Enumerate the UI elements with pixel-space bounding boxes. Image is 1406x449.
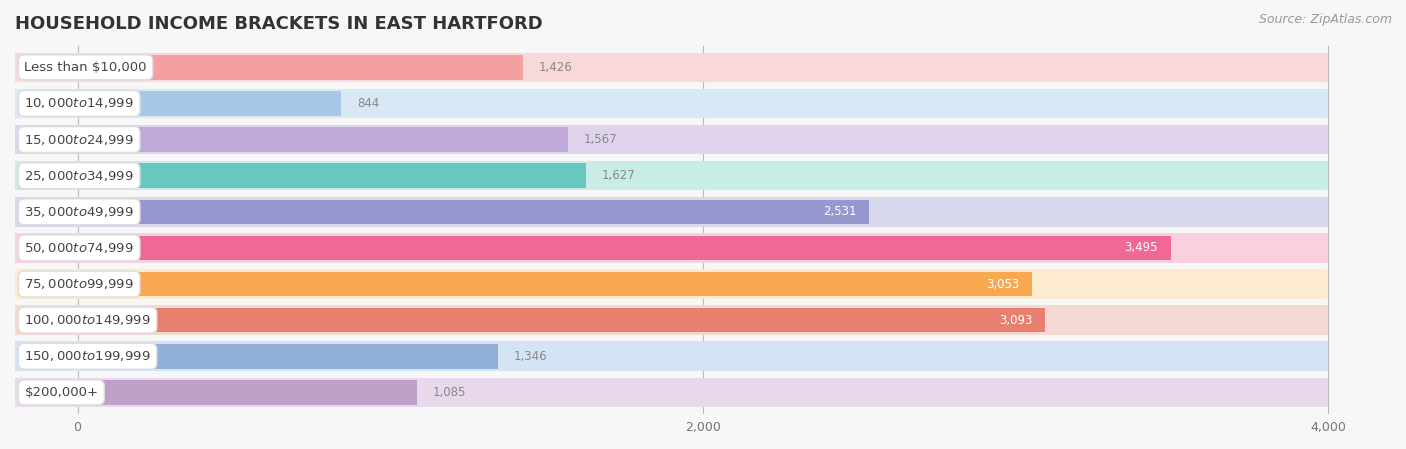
Text: HOUSEHOLD INCOME BRACKETS IN EAST HARTFORD: HOUSEHOLD INCOME BRACKETS IN EAST HARTFO…: [15, 15, 543, 33]
Bar: [15, 378, 1329, 407]
Text: $200,000+: $200,000+: [24, 386, 98, 399]
Bar: [15, 305, 1329, 335]
Text: $75,000 to $99,999: $75,000 to $99,999: [24, 277, 134, 291]
Bar: [15, 197, 1329, 227]
Text: 1,085: 1,085: [433, 386, 465, 399]
Text: 1,627: 1,627: [602, 169, 636, 182]
Text: 2,531: 2,531: [823, 205, 856, 218]
Text: $10,000 to $14,999: $10,000 to $14,999: [24, 97, 134, 110]
Bar: [77, 127, 568, 152]
Text: $35,000 to $49,999: $35,000 to $49,999: [24, 205, 134, 219]
Text: $50,000 to $74,999: $50,000 to $74,999: [24, 241, 134, 255]
Bar: [15, 88, 1329, 118]
Bar: [77, 380, 416, 405]
Text: 1,567: 1,567: [583, 133, 617, 146]
Bar: [15, 341, 1329, 371]
Bar: [77, 163, 586, 188]
Text: 1,346: 1,346: [515, 350, 548, 363]
Text: 3,093: 3,093: [998, 314, 1032, 327]
Text: 3,495: 3,495: [1125, 242, 1159, 255]
Bar: [77, 199, 869, 224]
Bar: [77, 91, 342, 116]
Bar: [15, 233, 1329, 263]
Text: $15,000 to $24,999: $15,000 to $24,999: [24, 132, 134, 146]
Bar: [77, 344, 499, 369]
Bar: [77, 308, 1045, 332]
Bar: [77, 55, 523, 79]
Text: 3,053: 3,053: [987, 277, 1019, 291]
Text: Source: ZipAtlas.com: Source: ZipAtlas.com: [1258, 13, 1392, 26]
Bar: [15, 269, 1329, 299]
Bar: [77, 272, 1032, 296]
Bar: [15, 53, 1329, 82]
Text: Less than $10,000: Less than $10,000: [24, 61, 146, 74]
Bar: [15, 125, 1329, 154]
Text: $150,000 to $199,999: $150,000 to $199,999: [24, 349, 150, 363]
Bar: [15, 161, 1329, 190]
Text: $25,000 to $34,999: $25,000 to $34,999: [24, 169, 134, 183]
Text: $100,000 to $149,999: $100,000 to $149,999: [24, 313, 150, 327]
Text: 844: 844: [357, 97, 380, 110]
Bar: [77, 236, 1171, 260]
Text: 1,426: 1,426: [538, 61, 572, 74]
